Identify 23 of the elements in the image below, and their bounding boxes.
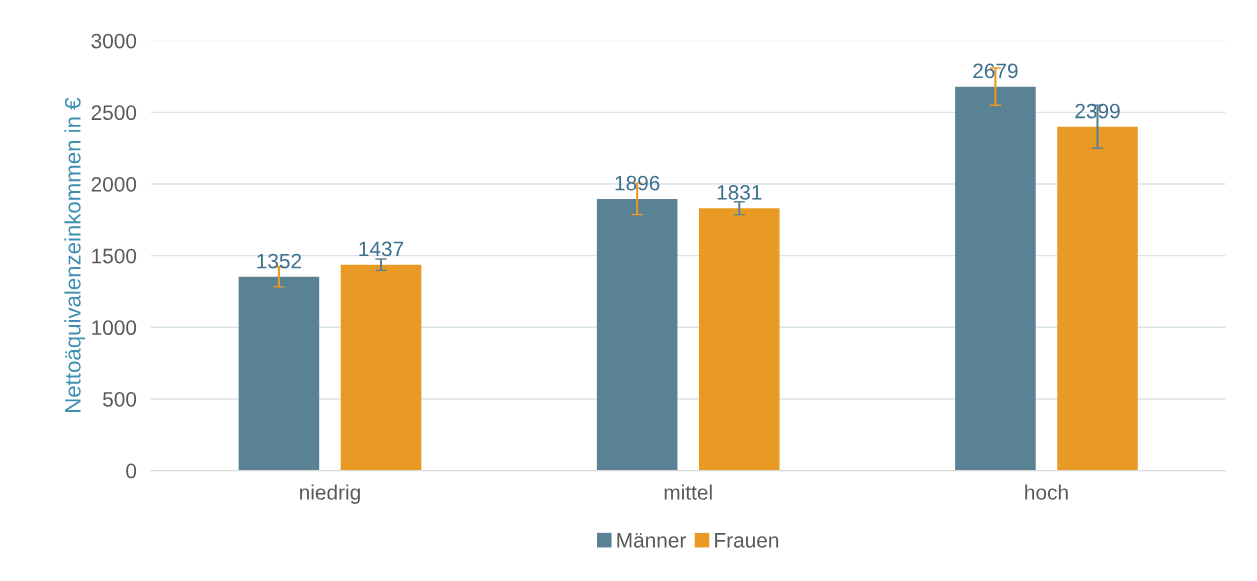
x-tick-label: hoch xyxy=(1025,484,1068,500)
bar xyxy=(340,264,422,471)
data-label: 1831 xyxy=(717,185,762,200)
y-tick-label: 2500 xyxy=(91,105,137,121)
data-label: 1896 xyxy=(615,175,660,191)
y-tick-label: 500 xyxy=(103,391,137,407)
y-tick-label: 1500 xyxy=(92,248,137,264)
x-tick-label: niedrig xyxy=(300,484,360,504)
y-tick-label: 0 xyxy=(126,463,137,479)
bar xyxy=(1057,126,1138,471)
data-label: 1437 xyxy=(359,241,404,257)
bar xyxy=(955,86,1036,471)
y-axis-title: Nettoäquivalenzeinkommen in € xyxy=(64,97,86,412)
bar xyxy=(596,198,678,471)
bar xyxy=(238,276,320,471)
bar xyxy=(698,208,780,471)
y-tick-label: 2000 xyxy=(91,176,137,192)
x-tick-label: mittel xyxy=(664,484,712,500)
legend-label: Frauen xyxy=(715,533,779,548)
y-tick-label: 1000 xyxy=(92,320,137,336)
legend-label: Männer xyxy=(617,533,687,548)
y-tick-label: 3000 xyxy=(91,33,137,49)
data-label: 1352 xyxy=(257,253,302,269)
